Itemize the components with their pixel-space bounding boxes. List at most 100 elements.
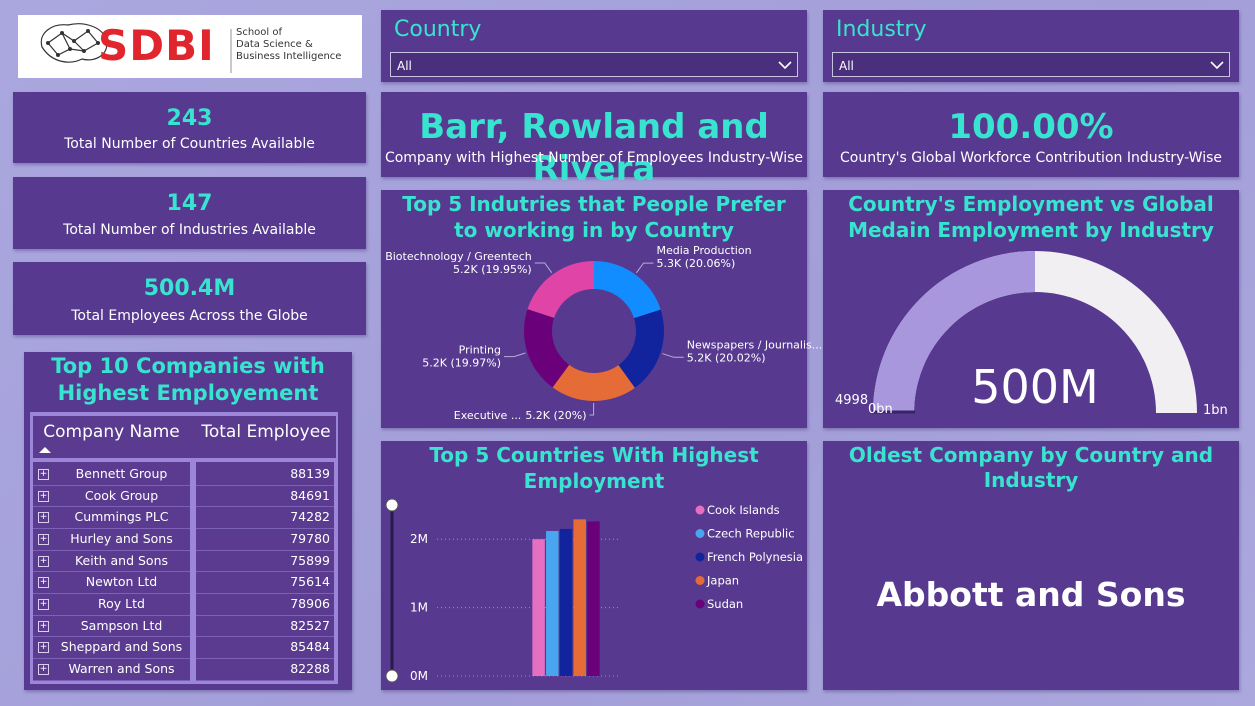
row-line [33, 614, 190, 616]
chevron [1210, 61, 1224, 70]
expand-icon[interactable]: + [38, 664, 49, 676]
card: 147 Total Number of Industries Available [13, 177, 366, 249]
slicer: Country All [381, 10, 807, 82]
row-line [33, 528, 190, 529]
logo-text: School of Data Science & Business Intellig… [236, 27, 341, 63]
table-cell: 88139 [290, 466, 330, 481]
expand-icon[interactable]: + [38, 599, 49, 611]
row-line [33, 636, 190, 638]
row-line [33, 549, 190, 551]
table-cell: Hurley and Sons [70, 531, 173, 546]
card-label: Company with Highest Number of Employees… [384, 150, 804, 166]
logo-line: School of [236, 27, 283, 38]
table-cell: Keith and Sons [74, 552, 169, 568]
table-cell: Bennett Group [75, 466, 168, 481]
card: Barr, Rowland and Rivera Company with Hig… [381, 92, 807, 189]
card-label: Total Employees Across the Globe [71, 308, 308, 324]
slicer-dropdown[interactable]: All [832, 52, 1230, 77]
table-cell: 79780 [290, 531, 330, 546]
logo-box: SDBI School of Data Science & Business Int… [18, 15, 362, 78]
column-header[interactable]: Total Employee [201, 422, 331, 442]
column-body [196, 462, 334, 680]
card: 243 Total Number of Countries Available [13, 92, 366, 163]
logo-mark: SDBI [98, 21, 215, 70]
row-line [196, 549, 334, 551]
row-line [196, 658, 334, 660]
slicer-label: Country [394, 17, 482, 42]
expand-icon[interactable]: + [38, 577, 49, 589]
logo-divider [230, 29, 232, 73]
row-line [196, 506, 334, 508]
expand-icon[interactable]: + [38, 534, 49, 545]
row-line [33, 571, 190, 573]
table-cell: Newton Ltd [85, 574, 158, 590]
table-cell: 82527 [290, 617, 330, 633]
chart-panel: Country's Employment vs Global Medain Em… [823, 190, 1239, 428]
table-cell: Sampson Ltd [80, 617, 163, 633]
logo-line: Data Science & [236, 39, 313, 50]
slicer-dropdown[interactable]: All [390, 52, 798, 77]
card-value: 243 [166, 106, 213, 131]
table-panel: Top 10 Companies with Highest Employemen… [24, 352, 352, 690]
card-title: Oldest Company by Country and Industry [848, 443, 1214, 492]
column-header[interactable]: Company Name [43, 422, 180, 442]
row-line [196, 484, 334, 486]
table: Company Name Total Employee + Bennett Group… [30, 412, 338, 684]
chart-title: Top 5 Countries With Highest Employment [429, 443, 759, 493]
card-value: 500.4M [143, 276, 236, 301]
slicer-value: All [397, 59, 412, 73]
row-line [33, 484, 190, 486]
row-line [33, 593, 190, 595]
row-line [196, 571, 334, 573]
table-header: Company Name Total Employee [33, 416, 336, 458]
chart-title: Country's Employment vs Global Medain Em… [848, 192, 1214, 242]
row-line [196, 593, 334, 595]
chart-panel: Top 5 Indutries that People Prefer to wo… [381, 190, 807, 428]
expand-icon[interactable]: + [38, 469, 49, 480]
card-value: 147 [166, 191, 213, 216]
chart-title: Top 5 Indutries that People Prefer to wo… [402, 192, 786, 242]
chart-panel: Top 5 Countries With Highest Employment [381, 441, 807, 690]
card-value: Abbott and Sons [876, 575, 1186, 614]
slicer: Industry All [823, 10, 1239, 82]
table-cell: 74282 [290, 509, 330, 525]
card-label: Country's Global Workforce Contribution … [839, 150, 1222, 166]
card-label: Total Number of Industries Available [63, 222, 316, 238]
card: 500.4M Total Employees Across the Globe [13, 262, 366, 335]
table-title: Top 10 Companies with Highest Employemen… [51, 354, 325, 405]
table-cell: 78906 [290, 596, 330, 612]
column-body [33, 462, 190, 680]
slicer-label: Industry [836, 17, 927, 42]
sort-indicator [39, 447, 51, 453]
expand-icon[interactable]: + [38, 512, 49, 524]
expand-icon[interactable]: + [38, 620, 49, 632]
card: 100.00% Country's Global Workforce Contri… [823, 92, 1239, 177]
row-line [196, 614, 334, 616]
oldest-company-card: Oldest Company by Country and Industry Ab… [823, 441, 1239, 690]
table-cell: Cook Group [84, 487, 159, 503]
row-line [196, 528, 334, 529]
expand-icon[interactable]: + [38, 490, 49, 502]
table-cell: Roy Ltd [98, 596, 145, 612]
expand-icon[interactable]: + [38, 642, 49, 654]
table-cell: Warren and Sons [68, 661, 175, 677]
table-cell: Cummings PLC [74, 509, 169, 525]
row-line [33, 506, 190, 508]
expand-icon[interactable]: + [38, 555, 49, 567]
slicer-value: All [839, 59, 854, 73]
table-cell: 75899 [290, 552, 330, 568]
chevron [778, 61, 792, 70]
card-label: Total Number of Countries Available [64, 136, 315, 152]
logo-icon [40, 23, 108, 63]
row-line [33, 679, 190, 681]
table-cell: 82288 [290, 661, 330, 677]
table-cell: 84691 [290, 487, 330, 503]
table-cell: Sheppard and Sons [60, 639, 183, 655]
card-value: 100.00% [948, 107, 1114, 147]
table-cell: 85484 [290, 639, 330, 655]
row-line [196, 679, 334, 681]
table-cell: 75614 [290, 574, 330, 590]
row-line [33, 658, 190, 660]
row-line [196, 636, 334, 638]
